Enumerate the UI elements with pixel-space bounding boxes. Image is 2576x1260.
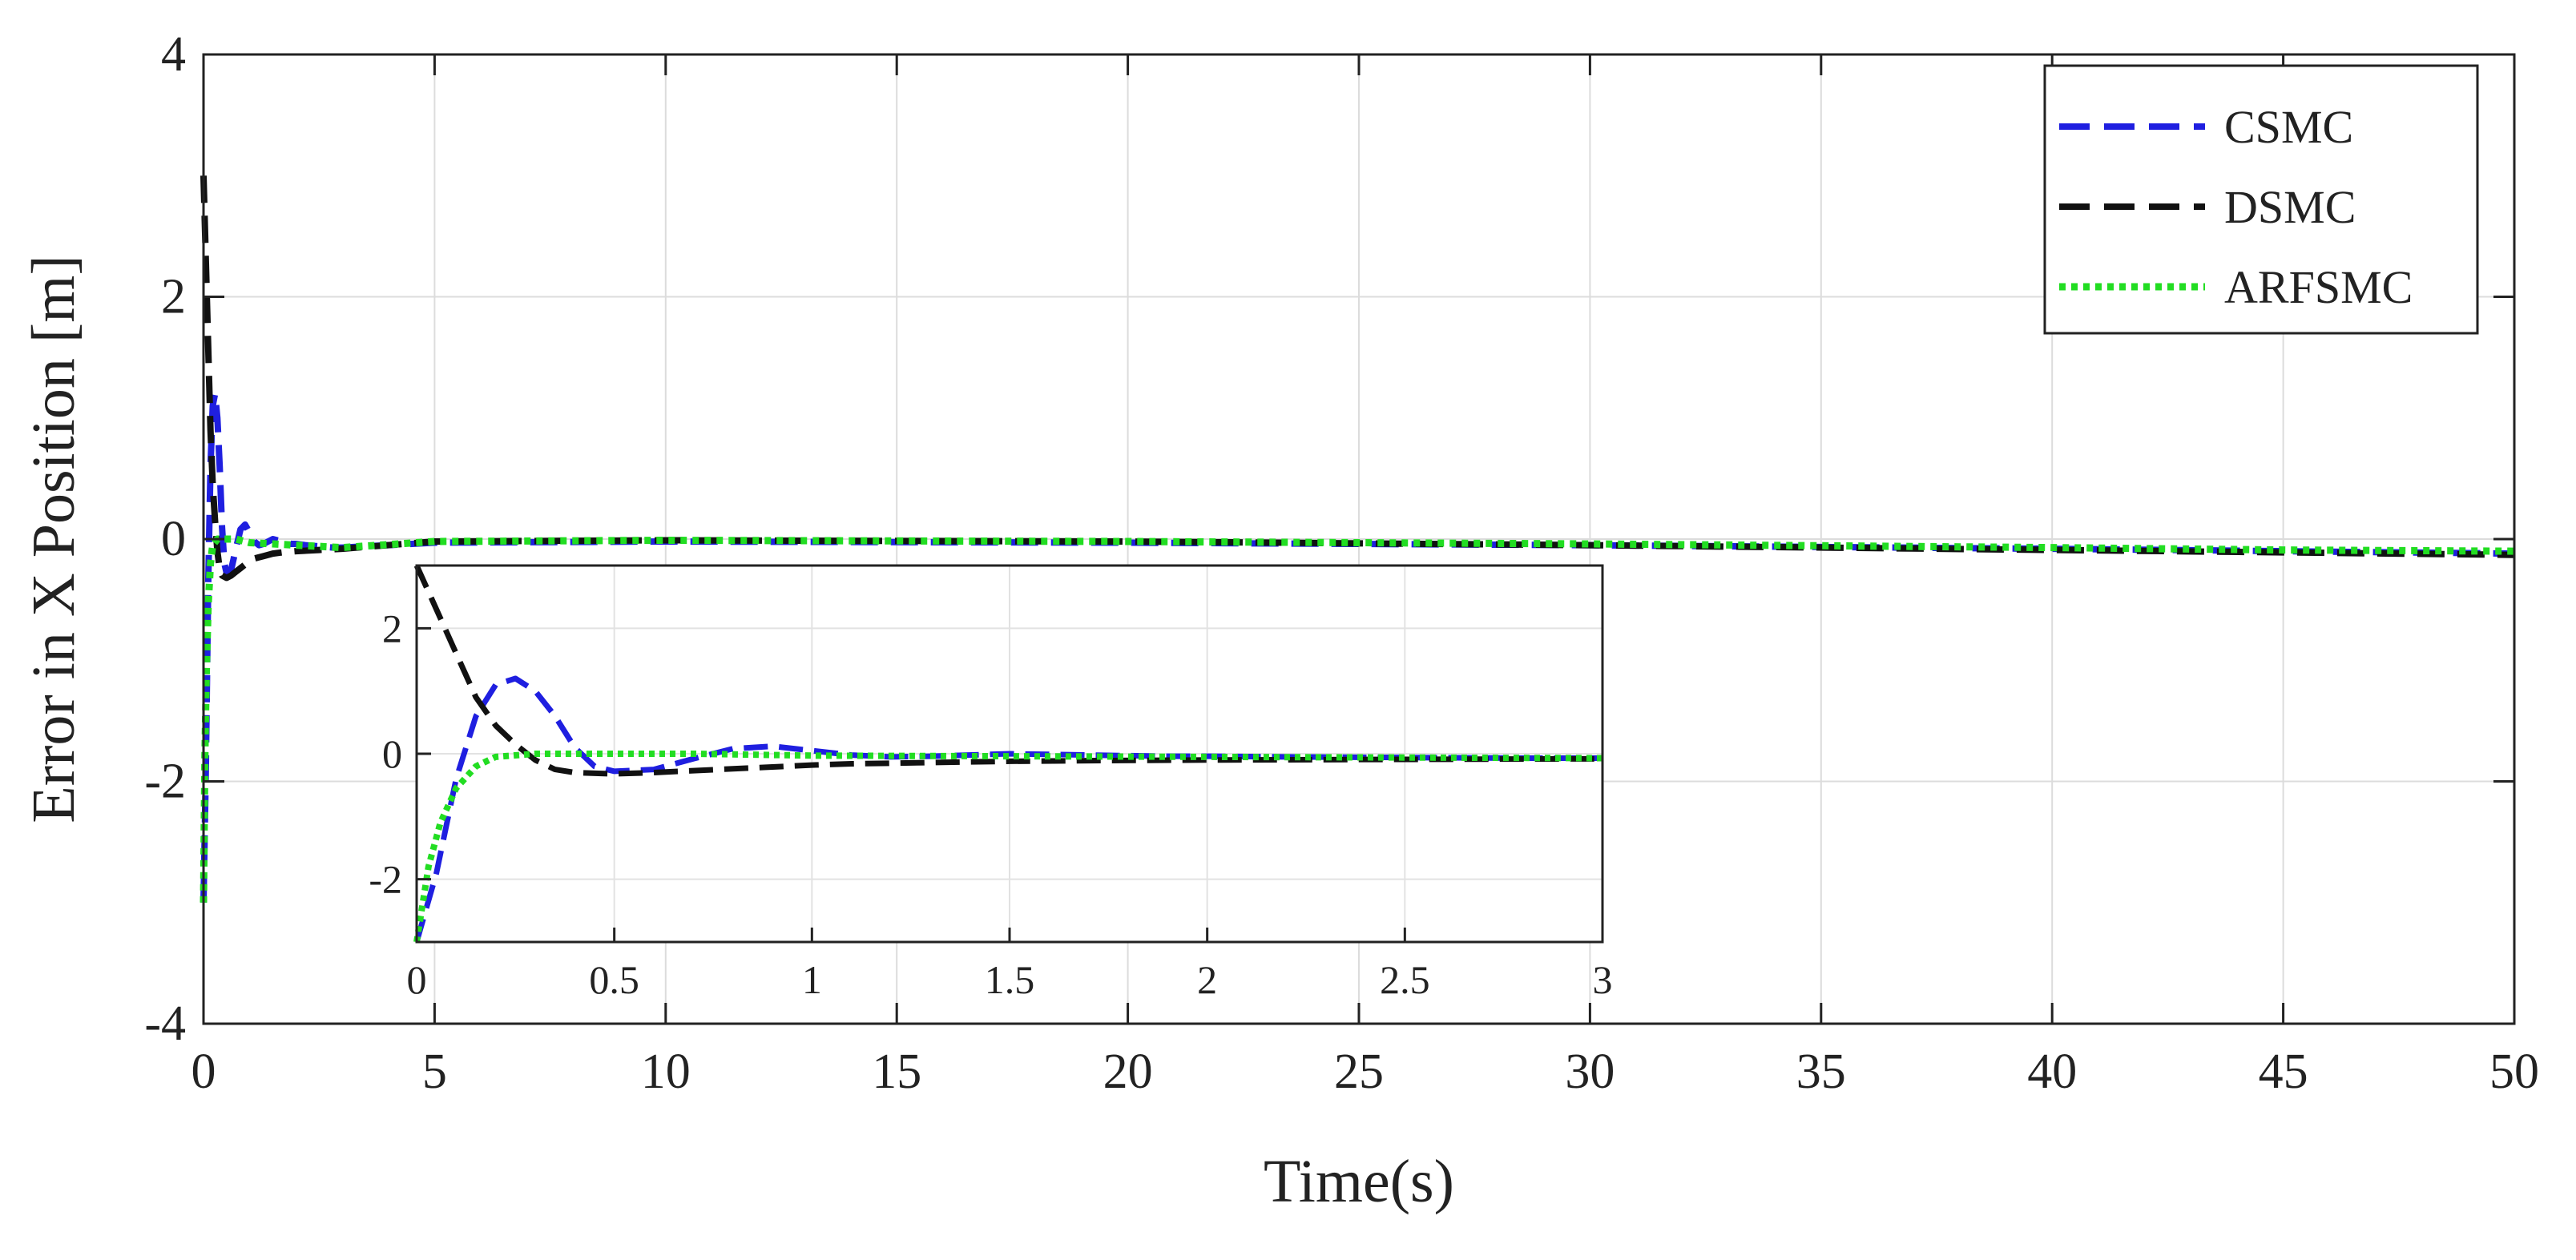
inset-x-tick-label: 2.5 xyxy=(1380,957,1430,1002)
y-axis-title: Error in X Position [m] xyxy=(20,255,87,823)
x-tick-label: 0 xyxy=(191,1045,216,1099)
main-series xyxy=(200,175,2515,903)
y-tick-label: 2 xyxy=(161,270,186,324)
y-tick-label: -2 xyxy=(144,755,186,809)
legend-items: CSMC DSMC ARFSMC xyxy=(2059,101,2413,313)
y-tick-label: -4 xyxy=(144,996,186,1051)
series-line-arfsmc xyxy=(200,535,2515,903)
inset-y-tick-label: 0 xyxy=(382,731,402,776)
legend-box xyxy=(2043,64,2479,335)
inset-series-line-arfsmc xyxy=(413,751,1603,943)
inset-ticks: 0 0.5 1 1.5 2 2.5 3 -2 0 2 xyxy=(369,606,1612,1002)
x-tick-label: 20 xyxy=(1103,1045,1153,1099)
legend-label: ARFSMC xyxy=(2224,261,2413,313)
inset-series-line-dsmc xyxy=(413,564,1603,777)
x-tick-label: 5 xyxy=(422,1045,447,1099)
x-tick-label: 15 xyxy=(872,1045,921,1099)
inset-plot: 0 0.5 1 1.5 2 2.5 3 -2 0 2 xyxy=(369,564,1613,1002)
legend-label: DSMC xyxy=(2224,181,2356,233)
x-axis-title: Time(s) xyxy=(1264,1148,1454,1215)
legend: CSMC DSMC ARFSMC xyxy=(2043,64,2479,335)
inset-x-tick-label: 0 xyxy=(407,957,427,1002)
x-tick-label: 50 xyxy=(2489,1045,2539,1099)
x-tick-label: 30 xyxy=(1565,1045,1615,1099)
inset-x-tick-label: 3 xyxy=(1593,957,1613,1002)
inset-x-tick-label: 2 xyxy=(1197,957,1217,1002)
x-tick-label: 35 xyxy=(1796,1045,1846,1099)
x-tick-label: 25 xyxy=(1334,1045,1384,1099)
y-tick-label: 4 xyxy=(161,27,186,82)
x-tick-label: 45 xyxy=(2259,1045,2308,1099)
x-tick-label: 10 xyxy=(641,1045,691,1099)
y-tick-label: 0 xyxy=(161,512,186,566)
inset-x-tick-label: 1.5 xyxy=(985,957,1035,1002)
inset-y-tick-label: -2 xyxy=(369,857,402,902)
inset-series xyxy=(413,564,1603,943)
legend-label: CSMC xyxy=(2224,101,2353,153)
inset-x-tick-label: 0.5 xyxy=(589,957,639,1002)
inset-y-tick-label: 2 xyxy=(382,606,402,650)
x-tick-label: 40 xyxy=(2027,1045,2077,1099)
inset-x-tick-label: 1 xyxy=(802,957,822,1002)
